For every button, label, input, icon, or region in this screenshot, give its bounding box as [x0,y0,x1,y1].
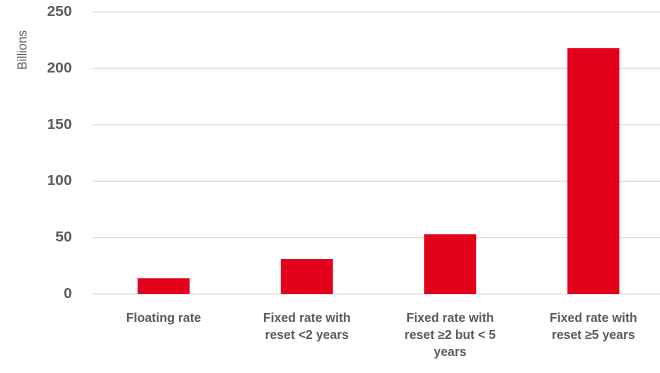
x-category-label-line: Floating rate [126,311,201,325]
bar [137,278,190,294]
x-category-label-line: reset ≥5 years [552,328,635,342]
y-tick-label: 50 [55,229,72,246]
y-axis-title: Billions [15,30,29,70]
x-category-label: Fixed rate with reset ≥5 years [550,311,638,342]
y-tick-label: 0 [64,285,72,302]
x-category-label-line: Fixed rate with [550,311,638,325]
x-category-label-line: reset <2 years [265,328,349,342]
bar [567,48,620,294]
bar [424,234,477,294]
y-tick-label: 250 [47,3,72,20]
x-category-label: Fixed rate with reset ≥2 but < 5 years [404,311,495,359]
x-category-label-line: years [434,345,467,359]
y-axis-ticks: 0 50 100 150 200 250 [47,3,72,302]
x-category-label-line: reset ≥2 but < 5 [404,328,495,342]
x-category-label-line: Fixed rate with [263,311,351,325]
x-axis-categories: Floating rate Fixed rate with reset <2 yea… [126,311,637,359]
x-category-label-line: Fixed rate with [406,311,494,325]
y-tick-label: 100 [47,172,72,189]
gridlines [92,11,660,295]
y-tick-label: 150 [47,116,72,133]
bar [280,259,333,294]
x-category-label: Floating rate [126,311,201,325]
x-category-label: Fixed rate with reset <2 years [263,311,351,342]
y-tick-label: 200 [47,59,72,76]
bars [137,48,620,294]
